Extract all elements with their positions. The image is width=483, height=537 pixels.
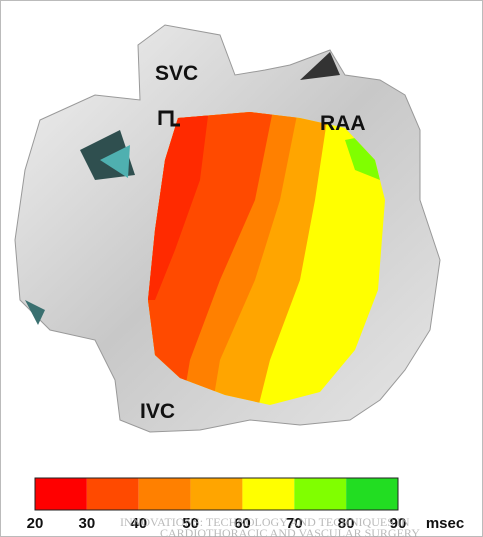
colorbar-bin xyxy=(87,478,139,510)
colorbar-tick-label: 30 xyxy=(79,515,96,532)
colorbar-bin xyxy=(242,478,294,510)
colorbar-tick-label: 20 xyxy=(27,515,44,532)
activation-map: SVC RAA IVC 2030405060708090msec INNOVAT… xyxy=(0,0,483,537)
colorbar-bin xyxy=(294,478,346,510)
colorbar-bin xyxy=(346,478,398,510)
svc-label: SVC xyxy=(155,62,198,85)
colorbar-bin xyxy=(139,478,191,510)
colorbar-bin xyxy=(35,478,87,510)
raa-label: RAA xyxy=(320,112,366,135)
watermark: CARDIOTHORACIC AND VASCULAR SURGERY xyxy=(160,526,420,537)
ivc-label: IVC xyxy=(140,400,175,423)
colorbar-unit: msec xyxy=(426,515,464,532)
colorbar-bin xyxy=(191,478,243,510)
